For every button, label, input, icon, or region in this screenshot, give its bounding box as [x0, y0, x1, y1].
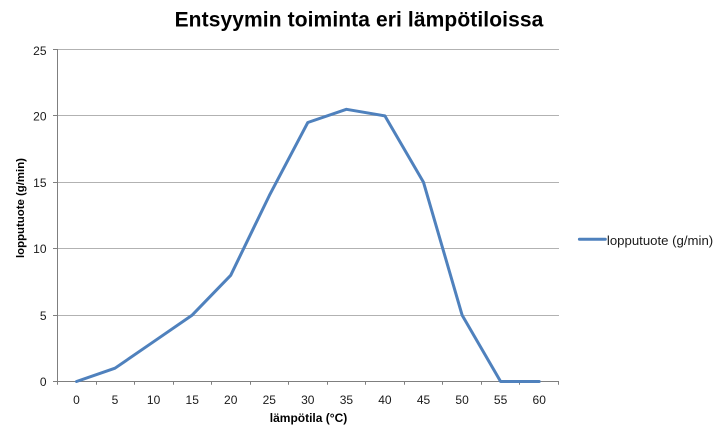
svg-text:15: 15 [33, 176, 47, 190]
svg-text:10: 10 [147, 393, 161, 407]
svg-text:60: 60 [533, 393, 547, 407]
svg-text:0: 0 [73, 393, 80, 407]
svg-text:lopputuote (g/min): lopputuote (g/min) [15, 158, 27, 258]
svg-text:40: 40 [378, 393, 392, 407]
svg-text:5: 5 [40, 309, 47, 323]
svg-text:25: 25 [33, 44, 47, 58]
svg-text:0: 0 [40, 375, 47, 389]
svg-text:15: 15 [186, 393, 200, 407]
svg-text:35: 35 [340, 393, 354, 407]
svg-text:55: 55 [494, 393, 508, 407]
svg-text:lämpötila (°C): lämpötila (°C) [270, 411, 347, 425]
svg-text:10: 10 [33, 242, 47, 256]
svg-text:5: 5 [112, 393, 119, 407]
svg-text:30: 30 [301, 393, 315, 407]
svg-text:20: 20 [224, 393, 238, 407]
svg-text:25: 25 [263, 393, 277, 407]
svg-text:20: 20 [33, 109, 47, 123]
svg-text:45: 45 [417, 393, 431, 407]
svg-text:Entsyymin toiminta eri lämpöti: Entsyymin toiminta eri lämpötiloissa [175, 8, 544, 31]
svg-text:50: 50 [455, 393, 469, 407]
svg-text:lopputuote (g/min): lopputuote (g/min) [607, 233, 713, 248]
